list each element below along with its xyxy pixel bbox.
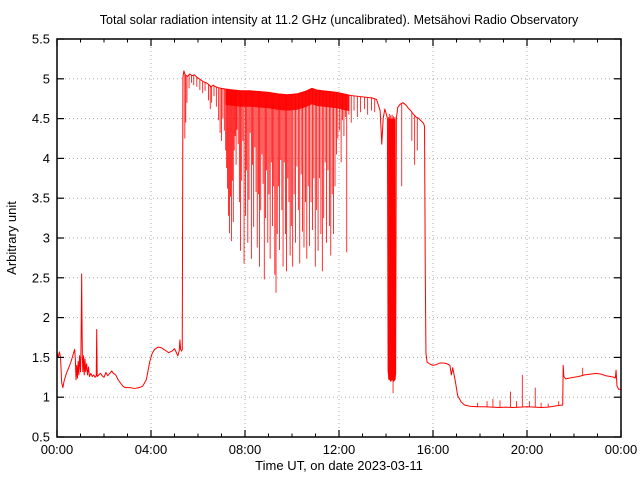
y-tick-label: 2.5 xyxy=(32,270,50,285)
y-tick-label: 5.5 xyxy=(32,32,50,47)
x-tick-label: 12:00 xyxy=(323,442,356,457)
y-tick-label: 2 xyxy=(43,310,50,325)
x-tick-label: 08:00 xyxy=(229,442,262,457)
series-line xyxy=(56,70,622,409)
y-tick-label: 1.5 xyxy=(32,350,50,365)
x-tick-label: 00:00 xyxy=(41,442,74,457)
y-tick-label: 4 xyxy=(43,151,50,166)
tick-labels: 00:00 04:00 08:00 12:00 16:00 20:00 00:000.511… xyxy=(32,32,637,458)
y-axis-label: Arbitrary unit xyxy=(4,201,19,275)
y-tick-label: 4.5 xyxy=(32,111,50,126)
noise-solid-regions xyxy=(225,88,396,380)
y-tick-label: 3.5 xyxy=(32,191,50,206)
x-tick-label: 20:00 xyxy=(511,442,544,457)
y-tick-label: 0.5 xyxy=(32,430,50,445)
radiation-curve xyxy=(56,70,622,409)
y-tick-label: 3 xyxy=(43,231,50,246)
x-axis-label: Time UT, on date 2023-03-11 xyxy=(255,458,423,473)
y-tick-label: 5 xyxy=(43,71,50,86)
y-tick-label: 1 xyxy=(43,390,50,405)
plot-frame-and-ticks xyxy=(56,38,622,438)
noise-spikes xyxy=(184,74,584,408)
x-tick-label: 16:00 xyxy=(417,442,450,457)
x-tick-label: 00:00 xyxy=(605,442,638,457)
chart-title: Total solar radiation intensity at 11.2 … xyxy=(100,13,579,27)
x-tick-label: 04:00 xyxy=(135,442,168,457)
